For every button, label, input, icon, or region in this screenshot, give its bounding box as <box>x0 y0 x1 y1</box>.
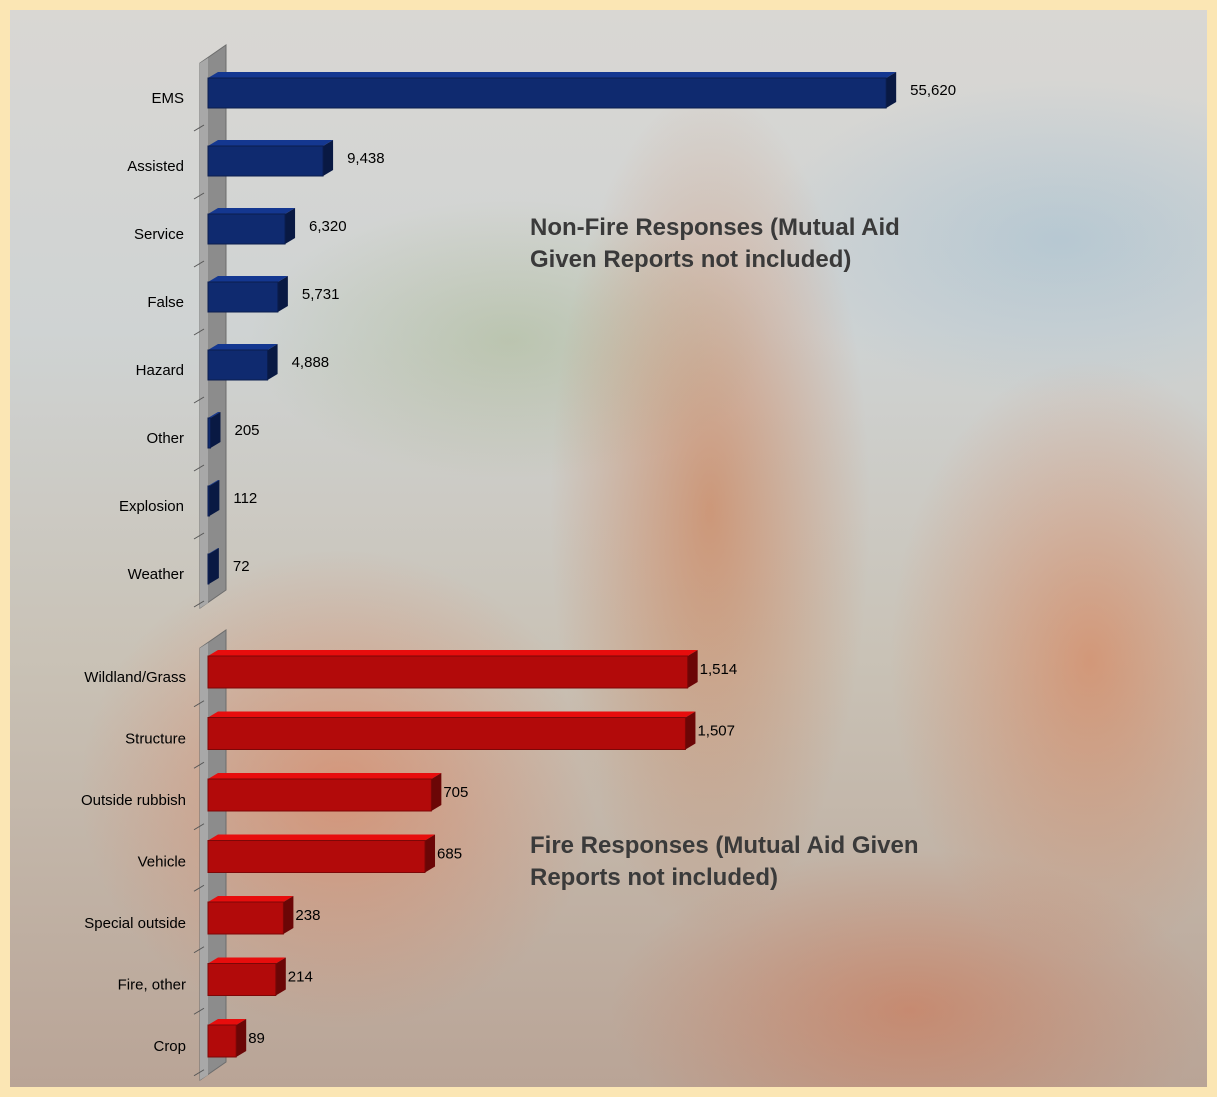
bar-top <box>208 480 220 486</box>
category-label: Structure <box>125 730 186 747</box>
tick-mark <box>193 700 205 708</box>
tick-mark <box>193 761 205 769</box>
tick-mark <box>193 192 205 200</box>
bar <box>207 281 279 313</box>
value-label: 9,438 <box>347 150 385 167</box>
category-label: Outside rubbish <box>81 792 186 809</box>
bar-top <box>208 548 219 554</box>
tick-mark <box>193 464 205 472</box>
category-label: Explosion <box>119 498 184 515</box>
bar-side <box>685 711 696 750</box>
category-label: Special outside <box>84 915 186 932</box>
annotation: Fire Responses (Mutual Aid Given Reports… <box>530 832 919 891</box>
bar <box>207 485 210 517</box>
bar <box>207 417 211 449</box>
category-label: Assisted <box>127 158 184 175</box>
bar <box>207 963 277 996</box>
bar <box>207 778 432 812</box>
tick-mark <box>193 124 205 132</box>
tick-mark <box>193 884 205 892</box>
category-label: Wildland/Grass <box>84 669 186 686</box>
tick-mark <box>193 396 205 404</box>
value-label: 72 <box>233 558 250 575</box>
value-label: 685 <box>437 845 462 862</box>
tick-mark <box>193 532 205 540</box>
category-label: Hazard <box>136 362 184 379</box>
category-label: Service <box>134 226 184 243</box>
tick-mark <box>193 1007 205 1015</box>
value-label: 205 <box>234 422 259 439</box>
bar <box>207 349 269 381</box>
value-label: 6,320 <box>309 218 347 235</box>
bar-top <box>208 711 696 718</box>
bar-top <box>208 276 288 282</box>
bar-side <box>209 480 220 516</box>
tick-mark <box>193 260 205 268</box>
bar-side <box>323 140 334 176</box>
bar-top <box>208 773 442 779</box>
bar-top <box>208 344 278 350</box>
category-label: Crop <box>153 1038 186 1055</box>
value-label: 55,620 <box>910 82 956 99</box>
bar <box>207 717 686 750</box>
bar-top <box>208 412 221 418</box>
bar-side <box>425 834 436 873</box>
category-label: False <box>147 294 184 311</box>
annotation: Non-Fire Responses (Mutual Aid Given Rep… <box>530 214 900 273</box>
value-label: 5,731 <box>302 286 340 303</box>
bar-side <box>431 773 442 811</box>
bar-top <box>208 140 334 146</box>
bar-top <box>208 896 294 902</box>
bar-side <box>687 650 698 688</box>
bar-side <box>210 412 221 448</box>
bar-top <box>208 834 436 841</box>
value-label: 112 <box>233 490 257 507</box>
bar <box>207 553 210 585</box>
bar <box>207 77 887 109</box>
tick-mark <box>193 1069 205 1077</box>
category-label: Weather <box>128 566 184 583</box>
bar-side <box>277 276 288 312</box>
bar-side <box>285 208 296 244</box>
value-label: 214 <box>288 968 313 985</box>
value-label: 4,888 <box>292 354 330 371</box>
value-label: 705 <box>443 784 468 801</box>
tick-mark <box>193 946 205 954</box>
bar <box>207 840 426 873</box>
tick-mark <box>193 823 205 831</box>
bar-top <box>208 957 286 964</box>
bar-side <box>236 1019 247 1057</box>
value-label: 1,514 <box>700 661 738 678</box>
category-label: Other <box>146 430 184 447</box>
bar-top <box>208 72 897 78</box>
category-label: EMS <box>151 90 184 107</box>
bar-side <box>886 72 897 108</box>
tick-mark <box>193 328 205 336</box>
value-label: 238 <box>295 907 320 924</box>
bar-side <box>267 344 278 380</box>
value-label: 1,507 <box>697 722 735 739</box>
bar-top <box>208 650 698 656</box>
tick-mark <box>193 600 205 608</box>
category-label: Vehicle <box>138 853 186 870</box>
bar <box>207 1024 237 1058</box>
axis-wall-face <box>200 643 208 1080</box>
bar <box>207 901 284 935</box>
bar-top <box>208 1019 247 1025</box>
bar-top <box>208 208 296 214</box>
value-label: 89 <box>248 1030 265 1047</box>
bar-side <box>275 957 286 996</box>
category-label: Fire, other <box>118 976 186 993</box>
bar-side <box>283 896 294 934</box>
bar <box>207 655 689 689</box>
bar <box>207 145 324 177</box>
bar-side <box>208 548 219 584</box>
bar <box>207 213 286 245</box>
axis-wall-face <box>200 58 208 608</box>
